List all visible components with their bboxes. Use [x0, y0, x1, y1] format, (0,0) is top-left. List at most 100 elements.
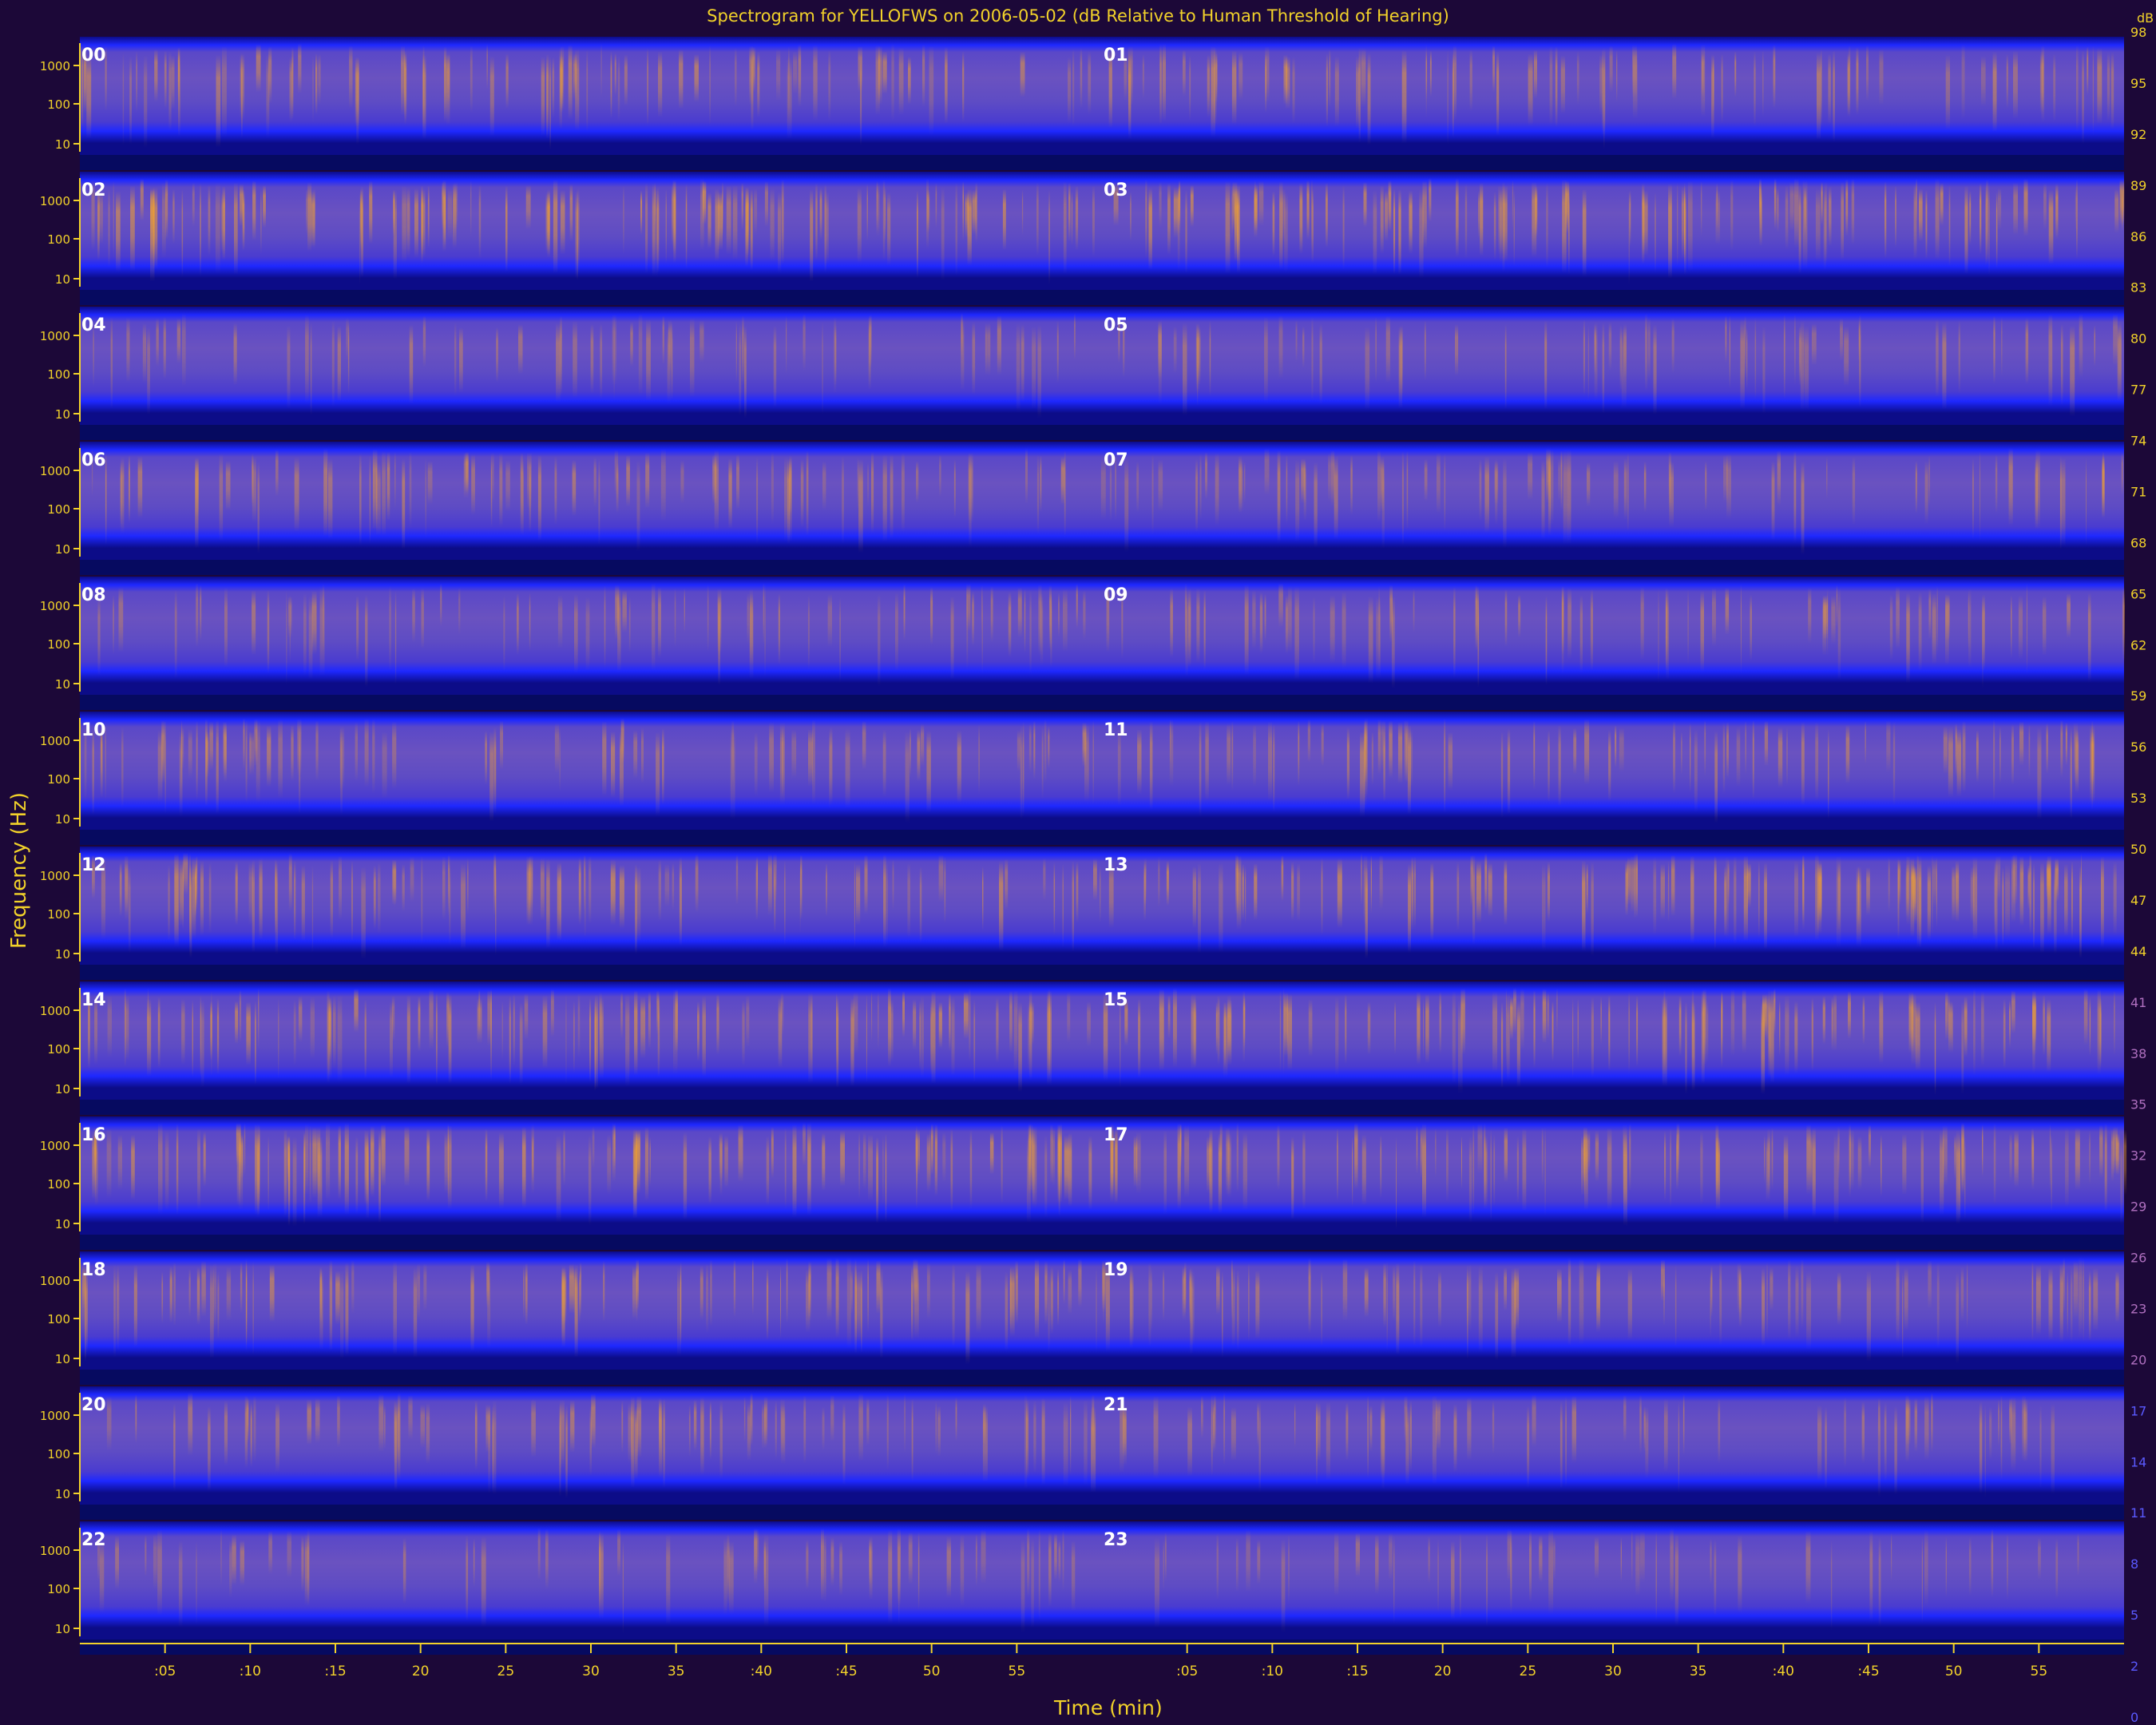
activity-streak	[1407, 725, 1411, 815]
activity-streak	[585, 597, 590, 672]
activity-streak	[1453, 1404, 1457, 1473]
activity-streak	[1475, 585, 1477, 651]
activity-streak	[1401, 451, 1404, 545]
activity-streak	[1479, 458, 1482, 521]
activity-streak	[1087, 1001, 1091, 1047]
activity-streak	[1964, 996, 1968, 1057]
activity-streak	[1833, 1133, 1839, 1225]
activity-streak	[1468, 1136, 1472, 1223]
activity-streak	[1456, 862, 1460, 931]
activity-streak	[792, 1124, 797, 1217]
activity-streak	[1393, 1265, 1396, 1322]
activity-streak	[263, 185, 266, 228]
activity-streak	[591, 1394, 596, 1449]
activity-streak	[1512, 180, 1514, 229]
activity-streak	[1257, 1402, 1259, 1447]
activity-streak	[1477, 1124, 1483, 1174]
activity-streak	[422, 54, 426, 140]
activity-streak	[1808, 588, 1812, 643]
activity-streak	[1795, 1267, 1799, 1338]
activity-streak	[267, 725, 271, 787]
activity-streak	[935, 183, 937, 228]
activity-streak	[1294, 586, 1299, 680]
activity-streak	[442, 181, 444, 229]
activity-streak	[378, 1394, 384, 1452]
colorbar-tick-label: 44	[2130, 944, 2146, 959]
activity-streak	[882, 179, 886, 260]
activity-streak	[1173, 326, 1177, 374]
activity-streak	[1032, 326, 1036, 409]
activity-streak	[1918, 592, 1922, 672]
activity-streak	[987, 323, 991, 375]
activity-streak	[1195, 458, 1198, 533]
activity-streak	[732, 184, 738, 260]
activity-streak	[105, 46, 107, 111]
activity-streak	[1950, 1001, 1952, 1044]
activity-streak	[1422, 1124, 1426, 1217]
activity-streak	[714, 450, 719, 531]
activity-streak	[200, 860, 204, 936]
band-gap	[80, 830, 2124, 845]
y-tick-label: 100	[47, 1177, 70, 1192]
activity-streak	[780, 1266, 782, 1338]
activity-streak	[307, 1399, 311, 1445]
activity-streak	[2083, 989, 2088, 1045]
activity-streak	[1511, 1267, 1516, 1358]
activity-streak	[1398, 189, 1401, 275]
activity-streak	[1810, 1131, 1813, 1193]
activity-streak	[217, 1271, 220, 1339]
activity-streak	[1189, 55, 1191, 121]
activity-streak	[1690, 855, 1694, 943]
activity-streak	[1124, 458, 1129, 553]
activity-streak	[125, 995, 129, 1061]
activity-streak	[1368, 596, 1373, 684]
activity-streak	[1496, 51, 1500, 136]
activity-streak	[1106, 583, 1110, 652]
activity-streak	[1671, 319, 1674, 373]
activity-streak	[1584, 719, 1590, 785]
activity-streak	[1547, 861, 1550, 922]
activity-streak	[383, 1405, 386, 1449]
y-tick-label: 100	[47, 502, 70, 517]
activity-streak	[332, 996, 336, 1069]
activity-streak	[372, 718, 375, 794]
activity-streak	[553, 179, 558, 273]
activity-streak	[1480, 183, 1484, 256]
activity-streak	[1715, 1124, 1719, 1199]
colorbar-tick-label: 5	[2130, 1608, 2138, 1623]
activity-streak	[1542, 989, 1547, 1044]
activity-streak	[1928, 455, 1930, 506]
activity-streak	[697, 1001, 700, 1061]
activity-streak	[183, 853, 188, 895]
activity-streak	[1737, 1263, 1742, 1315]
activity-streak	[140, 178, 144, 221]
activity-streak	[664, 864, 670, 907]
activity-streak	[1558, 724, 1561, 807]
activity-streak	[855, 863, 861, 926]
activity-streak	[824, 184, 826, 272]
activity-streak	[1591, 862, 1594, 957]
activity-streak	[125, 855, 129, 913]
activity-streak	[1828, 54, 1831, 125]
activity-streak	[1725, 315, 1727, 363]
colorbar-tick-label: 53	[2130, 791, 2146, 806]
activity-streak	[2097, 48, 2102, 124]
activity-streak	[181, 188, 184, 277]
activity-streak	[1424, 320, 1426, 381]
activity-streak	[1865, 720, 1866, 764]
activity-streak	[2037, 727, 2042, 820]
activity-streak	[1484, 456, 1489, 533]
activity-streak	[1264, 316, 1268, 403]
colorbar-tick-label: 14	[2130, 1454, 2146, 1469]
activity-streak	[268, 1136, 269, 1211]
activity-streak	[1242, 990, 1245, 1063]
activity-streak	[1115, 1128, 1118, 1203]
activity-streak	[1591, 997, 1594, 1077]
activity-streak	[470, 46, 473, 113]
activity-streak	[1151, 1267, 1152, 1332]
hour-label: 18	[81, 1260, 106, 1280]
activity-streak	[393, 189, 395, 236]
activity-streak	[1642, 183, 1645, 264]
activity-streak	[1584, 1134, 1588, 1211]
activity-streak	[234, 182, 238, 275]
